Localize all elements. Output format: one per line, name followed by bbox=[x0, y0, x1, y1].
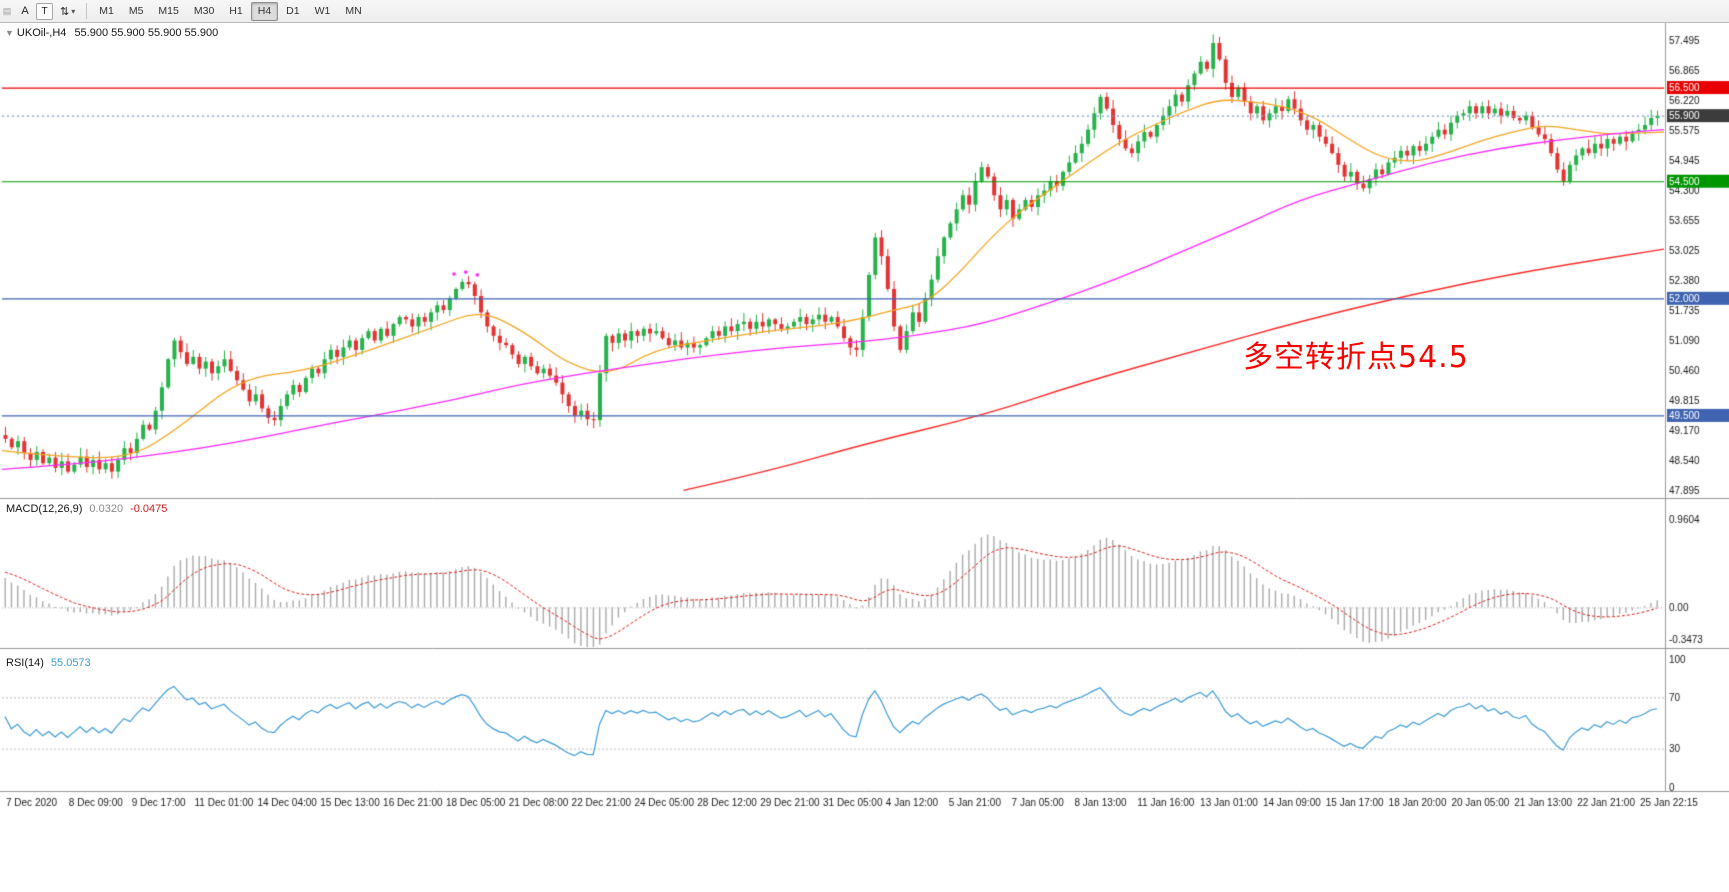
macd-signal-value: -0.0475 bbox=[130, 503, 168, 515]
rsi-value: 55.0573 bbox=[50, 657, 91, 669]
cursor-tool-button[interactable]: ⇅ ▾ bbox=[54, 2, 81, 21]
toolbar-grip-icon[interactable]: ▤ bbox=[2, 6, 12, 16]
timeframe-m1-button[interactable]: M1 bbox=[92, 2, 121, 21]
timeframe-d1-button[interactable]: D1 bbox=[279, 2, 306, 21]
timeframe-m15-button[interactable]: M15 bbox=[151, 2, 185, 21]
timeframe-mn-button[interactable]: MN bbox=[338, 2, 368, 21]
chart-canvas[interactable] bbox=[0, 23, 1729, 892]
chart-text-annotation: 多空转折点54.5 bbox=[1243, 340, 1469, 375]
rsi-indicator-title: RSI(14) 55.0573 bbox=[6, 657, 91, 669]
timeframe-m5-button[interactable]: M5 bbox=[122, 2, 151, 21]
toolbar-separator bbox=[86, 3, 88, 19]
rsi-name: RSI(14) bbox=[6, 657, 44, 669]
macd-main-value: 0.0320 bbox=[89, 503, 124, 515]
auto-scroll-button[interactable]: A bbox=[15, 2, 35, 21]
ohlc-values: 55.900 55.900 55.900 55.900 bbox=[74, 27, 219, 39]
timeframe-w1-button[interactable]: W1 bbox=[308, 2, 338, 21]
macd-indicator-title: MACD(12,26,9) 0.0320 -0.0475 bbox=[6, 503, 167, 515]
timeframe-m30-button[interactable]: M30 bbox=[187, 2, 221, 21]
cursor-icon: ⇅ bbox=[60, 5, 70, 18]
toolbar: ▤ A T ⇅ ▾ M1 M5 M15 M30 H1 H4 D1 W1 MN bbox=[0, 0, 1729, 23]
text-tool-button[interactable]: T bbox=[36, 2, 53, 20]
symbol-period-label: UKOil-,H4 bbox=[16, 27, 67, 39]
chart-title: ▼ UKOil-,H4 55.900 55.900 55.900 55.900 bbox=[5, 27, 218, 39]
chevron-down-icon: ▾ bbox=[71, 6, 76, 16]
macd-name: MACD(12,26,9) bbox=[6, 503, 83, 515]
chart-window: ▼ UKOil-,H4 55.900 55.900 55.900 55.900 MA… bbox=[0, 23, 1729, 892]
timeframe-h1-button[interactable]: H1 bbox=[222, 2, 249, 21]
timeframe-h4-button[interactable]: H4 bbox=[250, 1, 279, 21]
collapse-icon[interactable]: ▼ bbox=[5, 28, 14, 38]
